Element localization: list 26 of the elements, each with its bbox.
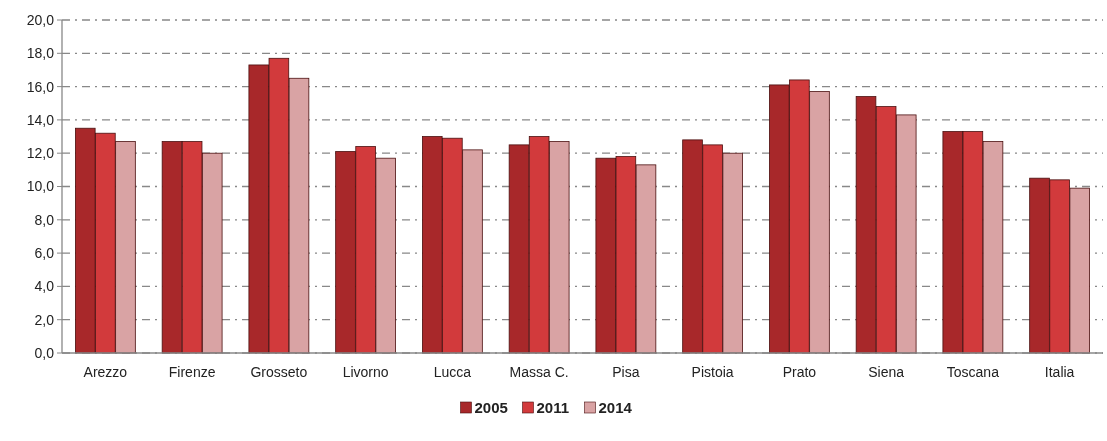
x-tick-label: Lucca (433, 364, 472, 380)
y-tick-label: 14,0 (26, 111, 55, 128)
y-tick-label: 0,0 (34, 344, 55, 361)
x-tick-label: Firenze (168, 364, 216, 380)
y-tick-label: 20,0 (26, 11, 55, 28)
y-tick-label: 4,0 (34, 278, 55, 295)
y-tick-label: 16,0 (26, 78, 55, 95)
legend-label: 2014 (598, 399, 633, 417)
y-tick-label: 10,0 (26, 178, 55, 195)
x-tick-label: Pistoia (691, 364, 734, 380)
x-tick-label: Arezzo (83, 364, 128, 380)
y-tick-label: 6,0 (34, 245, 55, 261)
legend-label: 2005 (474, 399, 508, 417)
x-tick-label: Prato (782, 364, 817, 380)
x-tick-label: Grosseto (250, 364, 308, 380)
x-tick-label: Siena (868, 364, 905, 380)
x-tick-label: Livorno (342, 364, 389, 380)
x-tick-label: Massa C. (509, 364, 569, 380)
y-tick-label: 8,0 (34, 211, 55, 228)
y-tick-label: 18,0 (26, 45, 55, 62)
x-tick-label: Pisa (612, 364, 640, 380)
y-tick-label: 2,0 (34, 311, 55, 328)
x-tick-label: Toscana (946, 364, 1000, 380)
legend-label: 2011 (536, 399, 570, 417)
x-tick-label: Italia (1044, 364, 1075, 380)
y-tick-label: 12,0 (26, 145, 55, 162)
